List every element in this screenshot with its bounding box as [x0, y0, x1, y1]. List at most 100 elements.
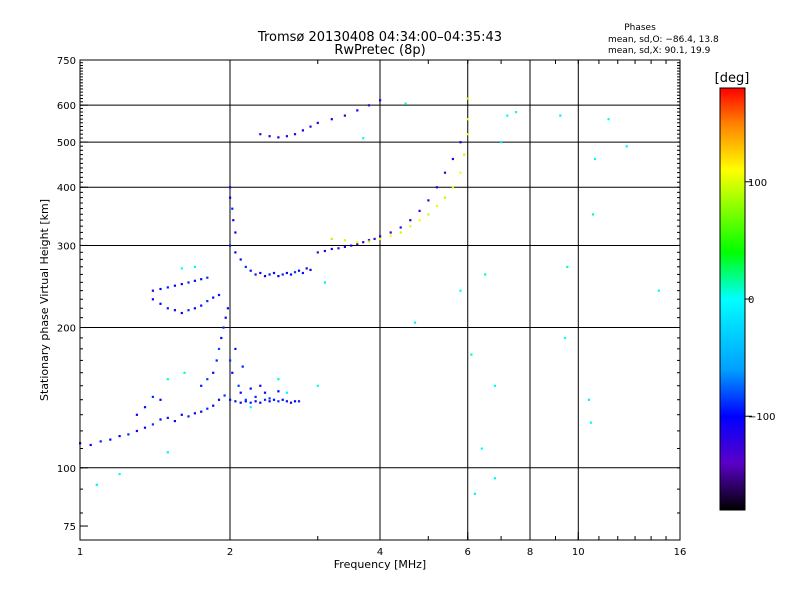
x-tick-label: 4 [377, 547, 383, 558]
data-point [180, 267, 183, 270]
data-point [367, 104, 371, 107]
y-tick-label: 500 [57, 138, 76, 149]
data-point [470, 353, 473, 356]
phase-heading: Phases [624, 23, 656, 33]
y-tick-label: 750 [57, 56, 76, 67]
chart-title: Tromsø 20130408 04:34:00–04:35:43 [257, 30, 502, 45]
data-point [466, 133, 469, 136]
data-point [399, 231, 402, 234]
data-point [118, 473, 121, 476]
data-point [330, 118, 333, 121]
data-point [281, 398, 284, 401]
data-point [316, 384, 319, 387]
data-point [229, 398, 232, 401]
data-point [362, 241, 365, 244]
data-point [272, 271, 276, 275]
data-point [356, 109, 359, 112]
y-tick-label: 100 [57, 464, 76, 475]
data-point [183, 371, 186, 374]
data-point [234, 400, 237, 403]
data-point [443, 171, 447, 174]
data-point [515, 111, 518, 114]
data-point [249, 269, 252, 272]
data-point [316, 251, 319, 254]
data-point [281, 273, 284, 276]
data-point [226, 307, 229, 310]
data-point [206, 276, 209, 279]
data-point [330, 237, 333, 240]
x-tick-label: 16 [674, 547, 687, 558]
data-point [316, 121, 319, 124]
data-point [193, 279, 196, 282]
data-point [591, 213, 595, 216]
data-point [231, 371, 234, 374]
data-point [200, 278, 203, 281]
data-point [239, 258, 242, 261]
data-point [413, 321, 417, 324]
data-point [259, 384, 262, 387]
data-point [367, 239, 371, 242]
data-point [285, 391, 288, 394]
data-point [249, 387, 252, 390]
data-point [200, 410, 203, 413]
data-point [343, 114, 346, 117]
data-point [589, 421, 593, 424]
data-point [166, 416, 169, 419]
series [229, 186, 312, 278]
data-point [173, 284, 176, 287]
data-point [232, 219, 235, 222]
data-point [135, 429, 138, 433]
data-point [305, 267, 308, 270]
data-point [239, 391, 242, 394]
data-point [272, 398, 276, 401]
phase-o-stats: mean, sd,O: −86.4, 13.8 [608, 35, 719, 45]
data-point [151, 298, 154, 301]
data-point [200, 304, 203, 307]
data-point [259, 401, 262, 404]
x-tick-label: 2 [227, 547, 233, 558]
data-point [166, 307, 169, 310]
data-point [127, 433, 130, 436]
data-point [166, 451, 169, 454]
data-point [229, 359, 232, 362]
data-point [427, 213, 430, 216]
data-point [239, 401, 242, 404]
colorbar-title: [deg] [715, 71, 750, 86]
data-point [206, 407, 209, 410]
data-point [593, 157, 597, 161]
data-point [297, 400, 301, 403]
data-point [301, 129, 304, 132]
series [151, 276, 209, 292]
data-point [180, 311, 183, 315]
colorbar-tick-label: 0 [748, 295, 754, 306]
data-point [180, 283, 183, 286]
data-point [99, 440, 102, 443]
data-point [297, 269, 301, 272]
data-point [277, 400, 280, 403]
colorbar-ticks: 100 0 −100 [745, 178, 775, 423]
data-point [427, 199, 430, 202]
data-point [143, 426, 147, 429]
data-point [373, 237, 376, 240]
x-axis-label: Frequency [MHz] [334, 558, 426, 571]
data-point [220, 336, 223, 340]
data-point [466, 97, 469, 100]
colorbar-tick-label: −100 [748, 412, 775, 423]
data-point [362, 137, 365, 140]
colorbar-scale [719, 87, 746, 511]
data-point [399, 226, 402, 229]
data-point [212, 371, 215, 374]
data-point [212, 404, 215, 407]
data-point [173, 309, 176, 312]
data-point [109, 438, 112, 441]
data-point [224, 316, 227, 319]
data-point [234, 347, 237, 350]
data-point [193, 412, 196, 415]
data-point [459, 289, 462, 292]
data-point [289, 273, 293, 276]
data-point [435, 186, 438, 189]
data-point [443, 196, 447, 199]
data-point [459, 141, 462, 144]
data-point [563, 336, 567, 340]
